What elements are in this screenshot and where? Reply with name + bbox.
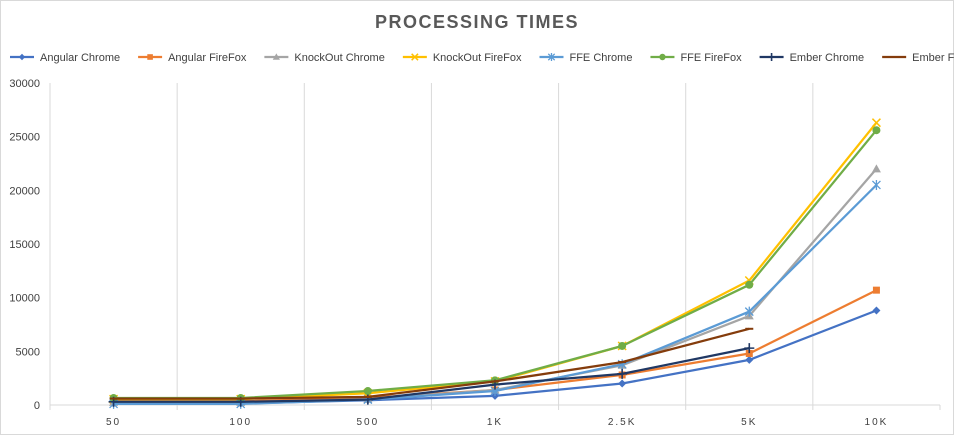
- data-point: [618, 379, 627, 388]
- y-tick-label: 10000: [9, 293, 40, 305]
- x-tick-label: 500: [357, 417, 380, 428]
- data-point: [744, 306, 754, 317]
- chart-title: PROCESSING TIMES: [375, 12, 579, 32]
- x-tick-label: 10K: [865, 417, 889, 428]
- x-tick-label: 100: [229, 417, 252, 428]
- legend-swatch-marker: [659, 53, 666, 61]
- legend-label: Angular FireFox: [168, 52, 247, 64]
- legend-label: FFE FireFox: [680, 52, 742, 64]
- x-tick-label: 5K: [741, 417, 757, 428]
- legend-item: FFE Chrome: [539, 52, 632, 64]
- legend-label: Ember Chrome: [790, 52, 865, 64]
- data-point: [745, 349, 753, 357]
- data-point: [872, 126, 881, 135]
- legend-item: KnockOut Chrome: [264, 52, 385, 64]
- data-point: [872, 286, 880, 294]
- legend-swatch-marker: [767, 53, 776, 61]
- data-point: [618, 341, 627, 350]
- chart-legend: Angular Chrome Angular FireFox KnockOut Ch…: [10, 52, 954, 64]
- legend-item: Angular Chrome: [10, 52, 120, 64]
- legend-swatch-marker: [547, 53, 556, 61]
- y-tick-label: 5000: [16, 346, 40, 358]
- data-point: [871, 118, 881, 128]
- y-tick-label: 0: [34, 400, 40, 412]
- data-point: [744, 343, 755, 354]
- x-tick-label: 2.5K: [608, 417, 637, 428]
- y-tick-label: 15000: [9, 239, 40, 251]
- legend-swatch-marker: [411, 53, 419, 61]
- y-tick-label: 20000: [9, 185, 40, 197]
- data-point: [745, 280, 754, 289]
- data-point: [617, 368, 628, 379]
- series-line: [113, 346, 750, 403]
- legend-label: FFE Chrome: [569, 52, 632, 64]
- chart-series: [108, 118, 881, 409]
- legend-swatch-marker: [272, 53, 280, 60]
- data-point: [363, 387, 372, 396]
- series-7: [109, 327, 754, 400]
- legend-swatch-marker: [18, 53, 26, 61]
- series-line: [113, 327, 750, 400]
- legend-item: KnockOut FireFox: [402, 52, 522, 64]
- data-point: [745, 355, 754, 364]
- legend-item: Angular FireFox: [138, 52, 247, 64]
- legend-swatch-marker: [147, 54, 153, 60]
- y-tick-label: 30000: [9, 78, 40, 90]
- legend-item: FFE FireFox: [650, 52, 742, 64]
- legend-label: Angular Chrome: [40, 52, 120, 64]
- data-point: [871, 164, 881, 173]
- legend-label: Ember FireFox: [912, 52, 954, 64]
- x-tick-label: 1K: [487, 417, 503, 428]
- y-tick-label: 25000: [9, 132, 40, 144]
- legend-item: Ember Chrome: [759, 52, 865, 64]
- x-tick-label: 50: [106, 417, 121, 428]
- data-point: [871, 179, 881, 190]
- legend-label: KnockOut Chrome: [294, 52, 384, 64]
- data-point: [872, 306, 881, 315]
- legend-item: Ember FireFox: [882, 52, 954, 64]
- legend-label: KnockOut FireFox: [433, 52, 522, 64]
